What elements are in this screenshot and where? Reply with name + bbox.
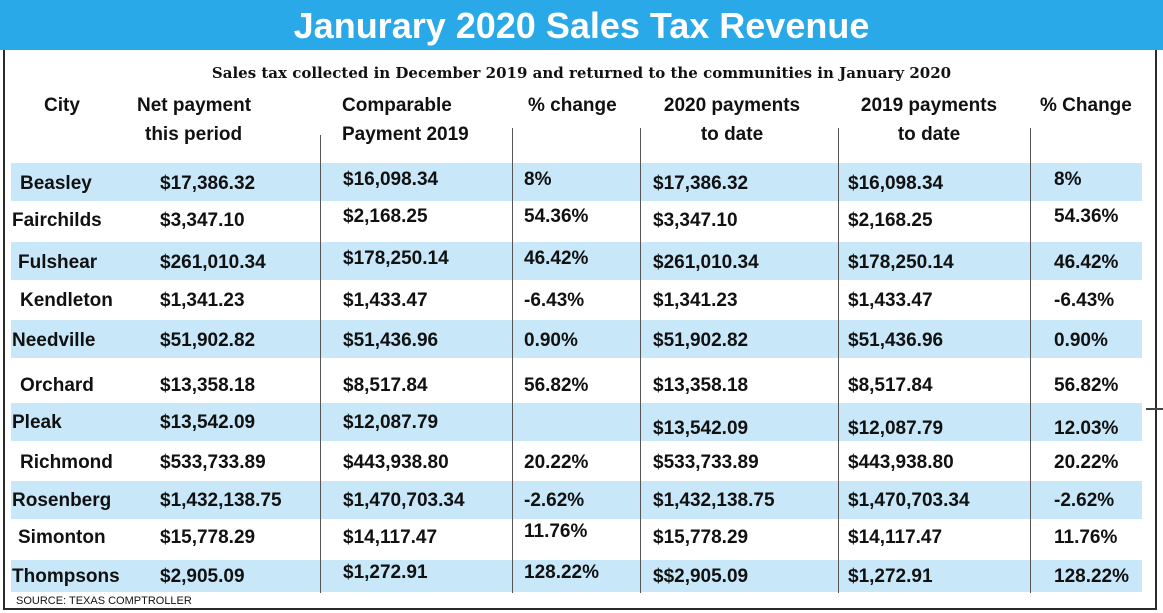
table-cell-comp: $8,517.84 xyxy=(343,375,428,396)
page-title: Janurary 2020 Sales Tax Revenue xyxy=(0,0,1163,50)
table-cell-ytd2019: $1,433.47 xyxy=(848,290,933,311)
table-cell-pct_ytd: 11.76% xyxy=(1054,527,1118,548)
header-pct-change-ytd: % Change xyxy=(1040,95,1132,116)
table-cell-pct: 128.22% xyxy=(524,562,600,583)
table-cell-comp: $16,098.34 xyxy=(343,169,439,190)
column-divider xyxy=(320,135,321,593)
table-cell-ytd2020: $261,010.34 xyxy=(653,252,759,273)
table-cell-net: $17,386.32 xyxy=(160,173,256,194)
table-cell-net: $1,432,138.75 xyxy=(160,490,282,511)
city-name: Simonton xyxy=(18,527,106,548)
table-cell-net: $2,905.09 xyxy=(160,566,245,587)
table-cell-pct_ytd: 54.36% xyxy=(1054,206,1119,227)
city-name: Orchard xyxy=(20,375,94,396)
city-name: Kendleton xyxy=(20,290,113,311)
table-cell-comp: $14,117.47 xyxy=(343,527,438,548)
table-cell-ytd2019: $12,087.79 xyxy=(848,418,944,439)
column-divider xyxy=(838,128,839,593)
table-frame xyxy=(3,0,1157,610)
table-cell-ytd2020: $51,902.82 xyxy=(653,330,749,351)
city-name: Rosenberg xyxy=(12,490,112,511)
table-cell-comp: $1,470,703.34 xyxy=(343,490,465,511)
table-cell-net: $3,347.10 xyxy=(160,210,245,231)
table-cell-ytd2019: $16,098.34 xyxy=(848,173,944,194)
header-net-payment: Net payment this period xyxy=(137,95,252,145)
subtitle: Sales tax collected in December 2019 and… xyxy=(211,64,952,82)
row-band xyxy=(11,320,1142,358)
table-cell-comp: $1,433.47 xyxy=(343,290,428,311)
table-cell-ytd2020: $13,358.18 xyxy=(653,375,749,396)
source-credit: SOURCE: TEXAS COMPTROLLER xyxy=(16,595,192,607)
table-cell-pct: 0.90% xyxy=(524,330,578,351)
table-cell-net: $533,733.89 xyxy=(160,452,266,473)
table-cell-pct_ytd: 8% xyxy=(1054,169,1082,190)
table-cell-net: $1,341.23 xyxy=(160,290,245,311)
table-cell-net: $15,778.29 xyxy=(160,527,256,548)
table-cell-ytd2019: $2,168.25 xyxy=(848,210,933,231)
table-cell-ytd2020: $$2,905.09 xyxy=(653,566,749,587)
table-cell-net: $261,010.34 xyxy=(160,252,266,273)
row-band xyxy=(11,163,1142,201)
row-band xyxy=(11,403,1142,441)
table-cell-pct_ytd: 20.22% xyxy=(1054,452,1119,473)
table-cell-ytd2020: $3,347.10 xyxy=(653,210,738,231)
header-pct-change: % change xyxy=(528,95,617,116)
row-band xyxy=(11,242,1142,280)
table-cell-ytd2020: $13,542.09 xyxy=(653,418,749,439)
table-cell-pct: 8% xyxy=(524,169,552,190)
table-cell-ytd2020: $17,386.32 xyxy=(653,173,749,194)
side-marker xyxy=(1146,408,1163,410)
city-name: Thompsons xyxy=(12,566,120,587)
city-name: Needville xyxy=(12,330,96,351)
table-cell-pct_ytd: -6.43% xyxy=(1054,290,1115,311)
table-cell-pct: 54.36% xyxy=(524,206,589,227)
row-band xyxy=(11,560,1142,592)
city-name: Fairchilds xyxy=(12,210,102,231)
column-divider xyxy=(512,128,513,593)
table-cell-pct_ytd: 12.03% xyxy=(1054,418,1119,439)
table-cell-ytd2019: $14,117.47 xyxy=(848,527,943,548)
table-cell-pct: 20.22% xyxy=(524,452,589,473)
table-cell-pct_ytd: 56.82% xyxy=(1054,375,1119,396)
table-cell-comp: $1,272.91 xyxy=(343,562,428,583)
table-cell-pct_ytd: 0.90% xyxy=(1054,330,1108,351)
table-cell-ytd2020: $1,432,138.75 xyxy=(653,490,775,511)
table-cell-comp: $12,087.79 xyxy=(343,412,439,433)
table-cell-comp: $2,168.25 xyxy=(343,206,428,227)
city-name: Richmond xyxy=(20,452,113,473)
table-cell-pct: -6.43% xyxy=(524,290,585,311)
table-cell-ytd2019: $443,938.80 xyxy=(848,452,954,473)
table-cell-ytd2019: $1,272.91 xyxy=(848,566,933,587)
table-cell-ytd2020: $15,778.29 xyxy=(653,527,749,548)
table-cell-comp: $51,436.96 xyxy=(343,330,439,351)
table-cell-net: $13,358.18 xyxy=(160,375,256,396)
column-divider xyxy=(640,128,641,593)
header-city: City xyxy=(44,95,80,116)
table-cell-comp: $443,938.80 xyxy=(343,452,449,473)
table-cell-pct: 11.76% xyxy=(524,521,588,542)
city-name: Pleak xyxy=(12,412,62,433)
city-name: Fulshear xyxy=(18,252,98,273)
city-name: Beasley xyxy=(20,173,92,194)
header-comparable-payment: Comparable Payment 2019 xyxy=(342,95,469,145)
table-cell-ytd2019: $51,436.96 xyxy=(848,330,944,351)
table-cell-pct: -2.62% xyxy=(524,490,585,511)
table-cell-ytd2019: $8,517.84 xyxy=(848,375,933,396)
table-cell-comp: $178,250.14 xyxy=(343,248,449,269)
table-cell-net: $13,542.09 xyxy=(160,412,256,433)
table-cell-pct_ytd: 46.42% xyxy=(1054,252,1119,273)
header-2020-to-date: 2020 payments to date xyxy=(663,95,801,145)
table-cell-pct: 56.82% xyxy=(524,375,589,396)
table-cell-ytd2020: $1,341.23 xyxy=(653,290,738,311)
table-cell-pct: 46.42% xyxy=(524,248,589,269)
row-band xyxy=(11,481,1142,519)
header-2019-to-date: 2019 payments to date xyxy=(860,95,998,145)
column-divider xyxy=(1030,128,1031,593)
table-cell-net: $51,902.82 xyxy=(160,330,256,351)
table-cell-pct_ytd: 128.22% xyxy=(1054,566,1130,587)
table-cell-ytd2019: $178,250.14 xyxy=(848,252,954,273)
table-cell-ytd2019: $1,470,703.34 xyxy=(848,490,970,511)
table-cell-pct_ytd: -2.62% xyxy=(1054,490,1115,511)
table-cell-ytd2020: $533,733.89 xyxy=(653,452,759,473)
